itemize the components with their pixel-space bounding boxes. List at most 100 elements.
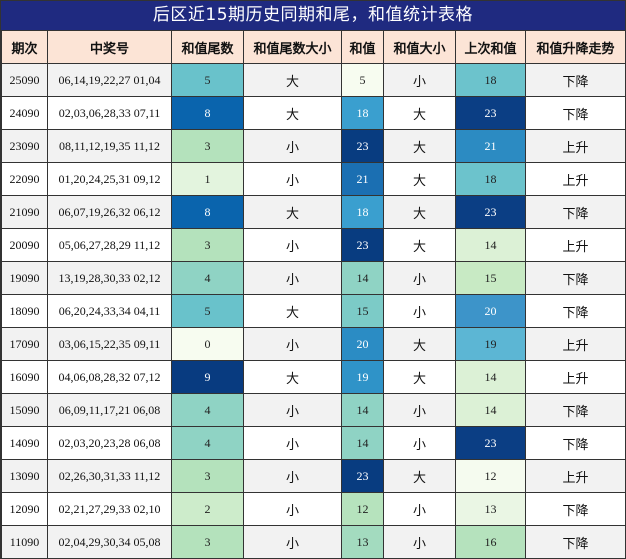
sum-cell: 5 (341, 63, 384, 97)
table-body: 25090 06,14,19,22,27 01,04 5 大 5 小 18 下降 24090 02… (1, 63, 626, 559)
draw-numbers-cell: 06,14,19,22,27 01,04 (47, 63, 172, 97)
table-row: 22090 01,20,24,25,31 09,12 1 小 21 大 18 上升 (1, 162, 626, 196)
sum-cell: 14 (341, 393, 384, 427)
sum-size-cell: 大 (383, 195, 456, 229)
sum-cell: 19 (341, 360, 384, 394)
sum-tail-size-cell: 小 (243, 459, 342, 493)
prev-sum-cell: 21 (455, 129, 526, 163)
sum-size-cell: 小 (383, 426, 456, 460)
header-sum: 和值 (341, 30, 384, 64)
trend-cell: 下降 (525, 492, 626, 526)
table-row: 14090 02,03,20,23,28 06,08 4 小 14 小 23 下降 (1, 426, 626, 460)
trend-cell: 上升 (525, 360, 626, 394)
draw-numbers-cell: 13,19,28,30,33 02,12 (47, 261, 172, 295)
header-period: 期次 (1, 30, 48, 64)
period-cell: 19090 (1, 261, 48, 295)
period-cell: 23090 (1, 129, 48, 163)
sum-tail-cell: 3 (171, 525, 244, 559)
sum-tail-size-cell: 大 (243, 195, 342, 229)
header-trend: 和值升降走势 (525, 30, 626, 64)
page-title: 后区近15期历史同期和尾，和值统计表格 (1, 1, 625, 30)
sum-tail-size-cell: 大 (243, 360, 342, 394)
table-row: 19090 13,19,28,30,33 02,12 4 小 14 小 15 下降 (1, 261, 626, 295)
period-cell: 18090 (1, 294, 48, 328)
sum-cell: 18 (341, 96, 384, 130)
table-row: 18090 06,20,24,33,34 04,11 5 大 15 小 20 下降 (1, 294, 626, 328)
trend-cell: 上升 (525, 129, 626, 163)
table-row: 17090 03,06,15,22,35 09,11 0 小 20 大 19 上升 (1, 327, 626, 361)
sum-cell: 14 (341, 426, 384, 460)
sum-tail-size-cell: 大 (243, 294, 342, 328)
table-row: 16090 04,06,08,28,32 07,12 9 大 19 大 14 上升 (1, 360, 626, 394)
sum-size-cell: 大 (383, 360, 456, 394)
sum-tail-cell: 9 (171, 360, 244, 394)
sum-size-cell: 大 (383, 162, 456, 196)
sum-size-cell: 小 (383, 492, 456, 526)
stats-table: 期次 中奖号 和值尾数 和值尾数大小 和值 和值大小 上次和值 和值升降走势 2… (1, 30, 626, 559)
sum-tail-size-cell: 小 (243, 492, 342, 526)
table-row: 20090 05,06,27,28,29 11,12 3 小 23 大 14 上升 (1, 228, 626, 262)
table-row: 24090 02,03,06,28,33 07,11 8 大 18 大 23 下降 (1, 96, 626, 130)
header-sum-size: 和值大小 (383, 30, 456, 64)
trend-cell: 下降 (525, 294, 626, 328)
table-row: 12090 02,21,27,29,33 02,10 2 小 12 小 13 下降 (1, 492, 626, 526)
table-row: 25090 06,14,19,22,27 01,04 5 大 5 小 18 下降 (1, 63, 626, 97)
sum-cell: 23 (341, 228, 384, 262)
sum-size-cell: 大 (383, 459, 456, 493)
period-cell: 22090 (1, 162, 48, 196)
trend-cell: 上升 (525, 228, 626, 262)
sum-tail-cell: 4 (171, 426, 244, 460)
period-cell: 11090 (1, 525, 48, 559)
sum-cell: 12 (341, 492, 384, 526)
period-cell: 17090 (1, 327, 48, 361)
draw-numbers-cell: 05,06,27,28,29 11,12 (47, 228, 172, 262)
sum-size-cell: 大 (383, 228, 456, 262)
prev-sum-cell: 14 (455, 393, 526, 427)
period-cell: 12090 (1, 492, 48, 526)
prev-sum-cell: 20 (455, 294, 526, 328)
prev-sum-cell: 23 (455, 96, 526, 130)
sum-tail-size-cell: 小 (243, 129, 342, 163)
draw-numbers-cell: 06,20,24,33,34 04,11 (47, 294, 172, 328)
sum-tail-size-cell: 小 (243, 261, 342, 295)
sum-size-cell: 小 (383, 525, 456, 559)
trend-cell: 下降 (525, 63, 626, 97)
draw-numbers-cell: 06,07,19,26,32 06,12 (47, 195, 172, 229)
sum-tail-cell: 0 (171, 327, 244, 361)
trend-cell: 下降 (525, 261, 626, 295)
period-cell: 20090 (1, 228, 48, 262)
sum-tail-cell: 4 (171, 393, 244, 427)
sum-cell: 20 (341, 327, 384, 361)
sum-tail-cell: 5 (171, 294, 244, 328)
sum-tail-size-cell: 小 (243, 228, 342, 262)
period-cell: 25090 (1, 63, 48, 97)
sum-tail-cell: 3 (171, 228, 244, 262)
sum-tail-cell: 3 (171, 459, 244, 493)
prev-sum-cell: 23 (455, 195, 526, 229)
sum-cell: 15 (341, 294, 384, 328)
sum-size-cell: 小 (383, 393, 456, 427)
sum-cell: 13 (341, 525, 384, 559)
sum-size-cell: 小 (383, 63, 456, 97)
table-row: 13090 02,26,30,31,33 11,12 3 小 23 大 12 上升 (1, 459, 626, 493)
prev-sum-cell: 19 (455, 327, 526, 361)
trend-cell: 上升 (525, 162, 626, 196)
prev-sum-cell: 13 (455, 492, 526, 526)
prev-sum-cell: 14 (455, 360, 526, 394)
sum-cell: 18 (341, 195, 384, 229)
sum-cell: 14 (341, 261, 384, 295)
draw-numbers-cell: 01,20,24,25,31 09,12 (47, 162, 172, 196)
prev-sum-cell: 18 (455, 162, 526, 196)
sum-tail-size-cell: 大 (243, 63, 342, 97)
draw-numbers-cell: 02,04,29,30,34 05,08 (47, 525, 172, 559)
sum-tail-size-cell: 小 (243, 162, 342, 196)
sum-tail-cell: 3 (171, 129, 244, 163)
table-row: 23090 08,11,12,19,35 11,12 3 小 23 大 21 上升 (1, 129, 626, 163)
period-cell: 24090 (1, 96, 48, 130)
sum-tail-size-cell: 小 (243, 525, 342, 559)
header-draw: 中奖号 (47, 30, 172, 64)
header-row: 期次 中奖号 和值尾数 和值尾数大小 和值 和值大小 上次和值 和值升降走势 (1, 30, 626, 64)
draw-numbers-cell: 02,03,06,28,33 07,11 (47, 96, 172, 130)
period-cell: 14090 (1, 426, 48, 460)
sum-tail-size-cell: 小 (243, 327, 342, 361)
